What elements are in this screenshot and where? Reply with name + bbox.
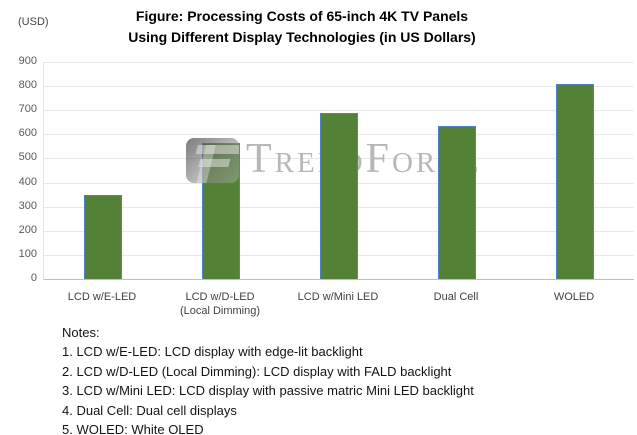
note-item: 3. LCD w/Mini LED: LCD display with pass… xyxy=(62,383,474,399)
notes-heading: Notes: xyxy=(62,325,100,340)
chart-title: Figure: Processing Costs of 65-inch 4K T… xyxy=(0,6,604,48)
plot-area: TrendForce xyxy=(43,62,634,280)
bar-LCD w/E-LED xyxy=(84,194,122,279)
y-tick-label: 100 xyxy=(18,247,37,260)
note-item: 2. LCD w/D-LED (Local Dimming): LCD disp… xyxy=(62,363,452,379)
bar-LCD w/Mini LED xyxy=(320,112,358,279)
x-tick-label-line: Dual Cell xyxy=(433,291,479,303)
y-tick-label: 300 xyxy=(18,199,37,212)
x-tick-label-line: LCD w/Mini LED xyxy=(297,291,379,303)
y-tick-label: 400 xyxy=(18,175,37,188)
x-tick-label: LCD w/E-LED xyxy=(43,290,161,304)
bar-WOLED xyxy=(556,83,594,279)
y-tick-label: 900 xyxy=(18,55,37,67)
gridline xyxy=(44,110,634,112)
x-axis-category-labels: LCD w/E-LED LCD w/D-LED (Local Dimming) LCD… xyxy=(43,290,633,320)
y-tick-label: 0 xyxy=(30,272,37,284)
y-tick-label: 700 xyxy=(18,103,37,116)
trendforce-f-icon xyxy=(186,138,239,183)
x-tick-label: LCD w/D-LED (Local Dimming) xyxy=(161,290,279,318)
x-tick-label: Dual Cell xyxy=(397,290,515,304)
y-tick-label: 800 xyxy=(18,79,37,92)
x-tick-label-line: WOLED xyxy=(553,291,595,303)
x-tick-label: WOLED xyxy=(515,290,633,304)
gridline xyxy=(44,62,634,63)
x-tick-label-line: LCD w/D-LED xyxy=(185,291,255,303)
notes-block: Notes: 1. LCD w/E-LED: LCD display with … xyxy=(62,323,474,435)
chart-title-line2: Using Different Display Technologies (in… xyxy=(128,29,476,45)
y-axis-unit-label: (USD) xyxy=(18,16,49,28)
logo-f-glyph xyxy=(186,138,239,183)
x-tick-label: LCD w/Mini LED xyxy=(279,290,397,304)
notes-list: 1. LCD w/E-LED: LCD display with edge-li… xyxy=(62,342,474,435)
gridline xyxy=(44,86,634,88)
note-item: 1. LCD w/E-LED: LCD display with edge-li… xyxy=(62,344,363,360)
y-tick-label: 200 xyxy=(18,223,37,236)
x-tick-label-line: (Local Dimming) xyxy=(179,305,261,317)
note-item: 5. WOLED: White OLED xyxy=(62,422,204,435)
y-tick-label: 500 xyxy=(18,151,37,164)
y-tick-label: 600 xyxy=(18,127,37,140)
bar-Dual Cell xyxy=(438,125,476,279)
note-item: 4. Dual Cell: Dual cell displays xyxy=(62,402,237,418)
chart-title-line1: Figure: Processing Costs of 65-inch 4K T… xyxy=(135,8,469,24)
x-tick-label-line: LCD w/E-LED xyxy=(67,291,137,303)
